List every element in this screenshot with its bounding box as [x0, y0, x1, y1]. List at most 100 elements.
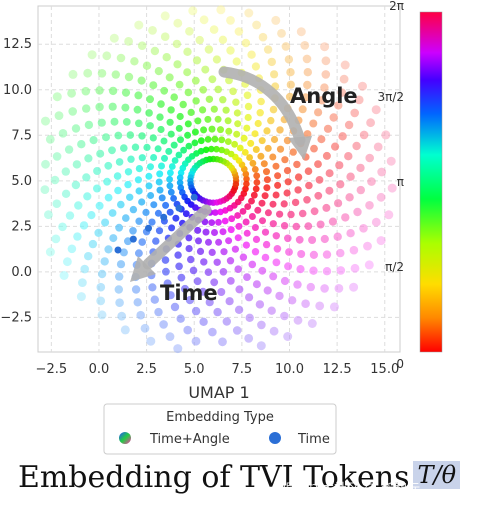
scatter-point [339, 74, 349, 84]
scatter-point [154, 145, 162, 153]
scatter-point [146, 336, 156, 346]
scatter-point [306, 282, 315, 292]
scatter-point [45, 247, 55, 257]
scatter-point [96, 149, 105, 158]
scatter-point [247, 50, 256, 59]
x-tick-label: 2.5 [136, 362, 157, 377]
scatter-point [101, 218, 110, 227]
scatter-point [234, 234, 242, 242]
scatter-point [148, 283, 157, 292]
scatter-point [242, 185, 249, 193]
scatter-point [175, 124, 183, 132]
scatter-point [165, 73, 174, 82]
scatter-point [175, 80, 184, 89]
scatter-point [239, 253, 248, 261]
scatter-point [280, 222, 289, 230]
scatter-point [280, 311, 289, 321]
scatter-point [93, 184, 101, 193]
scatter-point [114, 186, 122, 195]
scatter-point [244, 334, 254, 343]
y-tick-label: −2.5 [0, 310, 32, 325]
scatter-point [284, 178, 292, 186]
x-tick-label: 0.0 [89, 362, 110, 377]
scatter-point [94, 228, 103, 237]
scatter-point [335, 161, 344, 170]
scatter-point [166, 208, 174, 216]
scatter-point [243, 175, 250, 183]
scatter-point [263, 286, 272, 295]
scatter-point [100, 257, 109, 266]
scatter-point [102, 133, 110, 142]
scatter-point [194, 117, 202, 125]
scatter-point [286, 80, 295, 89]
scatter-point [245, 313, 254, 322]
scatter-point [61, 167, 70, 176]
scatter-point [84, 154, 93, 163]
scatter-point [300, 41, 310, 50]
scatter-point [208, 248, 216, 256]
scatter-point [95, 201, 104, 210]
scatter-point [247, 139, 255, 147]
scatter-point [168, 163, 176, 170]
scatter-point [166, 182, 174, 190]
scatter-point [329, 113, 338, 122]
scatter-point [133, 298, 142, 307]
scatter-point [162, 53, 171, 62]
scatter-point [97, 269, 107, 279]
scatter-point [256, 341, 266, 351]
scatter-point [168, 224, 176, 232]
scatter-point [328, 217, 337, 226]
scatter-point [284, 55, 294, 64]
scatter-point [173, 18, 183, 28]
scatter-point [261, 192, 269, 200]
scatter-point [205, 95, 214, 104]
scatter-point [218, 146, 225, 154]
scatter-point [350, 263, 360, 273]
scatter-point [108, 86, 118, 96]
scatter-point [150, 154, 158, 161]
scatter-point [309, 266, 318, 275]
scatter-point [76, 292, 86, 302]
scatter-point [234, 305, 244, 314]
x-tick-label: 5.0 [184, 362, 205, 377]
scatter-point [45, 135, 55, 144]
scatter-point [304, 167, 313, 175]
scatter-point [200, 126, 208, 134]
scatter-point [322, 267, 332, 276]
scatter-point [218, 136, 226, 144]
scatter-point [147, 163, 154, 171]
scatter-point [170, 302, 180, 312]
scatter-point [320, 42, 330, 52]
scatter-point [129, 205, 138, 214]
scatter-point [245, 293, 254, 302]
scatter-point [264, 144, 272, 152]
scatter-point [165, 147, 173, 155]
scatter-point [80, 264, 89, 274]
scatter-point [258, 199, 266, 207]
scatter-point [252, 235, 261, 243]
scatter-point [233, 130, 241, 138]
scatter-point [122, 214, 130, 222]
scatter-point [364, 260, 374, 270]
scatter-point [302, 54, 312, 64]
scatter-point [135, 187, 143, 195]
scatter-point [236, 144, 244, 152]
scatter-point [170, 141, 178, 149]
scatter-point [226, 46, 235, 55]
scatter-point [309, 119, 318, 128]
scatter-point [184, 88, 193, 97]
scatter-point [356, 163, 365, 173]
scatter-point [272, 258, 281, 267]
scatter-point [226, 257, 235, 265]
scatter-point [183, 68, 192, 77]
scatter-point [371, 217, 381, 227]
scatter-point [317, 135, 326, 144]
y-tick-label: 10.0 [3, 83, 32, 98]
y-tick-label: 7.5 [11, 128, 32, 143]
scatter-point [79, 221, 89, 230]
scatter-point [52, 92, 62, 102]
scatter-point [143, 143, 151, 151]
scatter-point [303, 196, 311, 204]
scatter-point [150, 201, 158, 209]
scatter-point [243, 273, 251, 281]
